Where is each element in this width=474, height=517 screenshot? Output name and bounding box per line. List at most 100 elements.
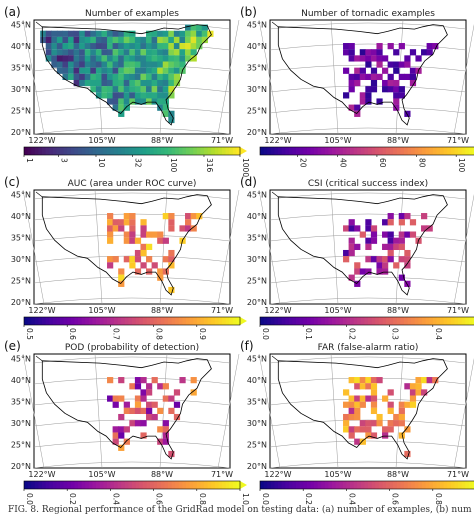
colorbar-segment <box>150 147 155 155</box>
colorbar-segment <box>292 317 297 325</box>
heatmap-cell <box>162 104 169 111</box>
longitude-gridline <box>453 24 474 135</box>
latitude-gridline <box>269 440 467 448</box>
heatmap-cell <box>95 43 103 50</box>
latitude-gridline <box>269 356 467 364</box>
heatmap-cell <box>73 67 80 74</box>
heatmap-cell <box>162 213 169 220</box>
heatmap-cell <box>365 395 372 402</box>
colorbar-segment <box>342 481 347 489</box>
heatmap-cell <box>404 231 411 238</box>
colorbar-segment <box>204 147 209 155</box>
heatmap-cell <box>129 256 136 263</box>
heatmap-cell <box>370 383 378 390</box>
heatmap-cells <box>343 43 439 117</box>
colorbar-segment <box>314 317 319 325</box>
colorbar-segment <box>232 481 237 489</box>
colorbar-tick-label: 316 <box>205 158 214 173</box>
heatmap-cell <box>370 49 378 56</box>
colorbar-segment <box>360 317 365 325</box>
colorbar-segment <box>121 481 126 489</box>
colorbar-extend-arrow <box>240 317 247 325</box>
colorbar-segment <box>418 481 423 489</box>
heatmap-cell <box>370 86 378 93</box>
colorbar-segment <box>375 147 380 155</box>
heatmap-cell <box>348 377 355 384</box>
heatmap-cell <box>95 73 103 81</box>
heatmap-cell <box>376 49 383 56</box>
heatmap-cell <box>95 86 103 93</box>
colorbar-segment <box>468 481 473 489</box>
heatmap-cell <box>387 256 394 263</box>
colorbar: 0.0 0.2 0.4 0.6 0.8 1.0 <box>23 480 250 505</box>
heatmap-cell <box>151 86 158 93</box>
colorbar-segment <box>171 147 176 155</box>
colorbar-segment <box>332 317 337 325</box>
heatmap-cell <box>90 43 97 50</box>
heatmap-cell <box>343 401 350 408</box>
lat-tick-label: 30°N <box>247 85 267 94</box>
colorbar-segment <box>425 147 430 155</box>
heatmap-cells <box>343 377 439 458</box>
colorbar-segment <box>218 317 223 325</box>
heatmap-cell <box>90 49 97 56</box>
heatmap-cell <box>134 61 142 68</box>
heatmap-cell <box>140 43 147 50</box>
heatmap-cell <box>146 86 153 93</box>
lat-tick-label: 45°N <box>11 21 31 30</box>
colorbar-segment <box>393 147 398 155</box>
heatmap-cell <box>409 73 417 81</box>
latitude-gridline <box>269 297 467 305</box>
heatmap-cell <box>179 225 186 232</box>
heatmap-cell <box>382 79 389 87</box>
heatmap-cell <box>112 79 119 87</box>
heatmap-cell <box>146 49 153 56</box>
heatmap-cell <box>107 61 114 68</box>
heatmap-cell <box>129 61 136 68</box>
colorbar-segment <box>222 147 227 155</box>
heatmap-cell <box>382 243 389 251</box>
colorbar-segment <box>328 481 333 489</box>
heatmap-cell <box>190 389 197 396</box>
colorbar-segment <box>218 481 223 489</box>
longitude-gridline <box>22 19 45 135</box>
colorbar-segment <box>24 481 29 489</box>
heatmap-cell <box>157 268 164 275</box>
heatmap-cell <box>370 407 378 415</box>
heatmap-cell <box>157 73 164 81</box>
colorbar-segment <box>335 147 340 155</box>
heatmap-cell <box>359 438 366 445</box>
heatmap-cell <box>168 116 175 124</box>
lat-tick-label: 35°N <box>11 64 31 73</box>
colorbar-tick-label: 80 <box>418 158 427 168</box>
heatmap-cell <box>387 213 394 220</box>
colorbar-segment <box>299 481 304 489</box>
colorbar-tick-label: 1000 <box>241 158 250 177</box>
heatmap-cell <box>162 73 169 81</box>
colorbar-segment <box>400 147 405 155</box>
lat-tick-label: 30°N <box>247 255 267 264</box>
latitude-gridline <box>33 297 231 305</box>
heatmap-cell <box>348 395 355 402</box>
heatmap-cell <box>359 426 366 433</box>
heatmap-cell <box>404 249 411 257</box>
colorbar-segment <box>378 317 383 325</box>
heatmap-cell <box>62 55 69 62</box>
heatmap-cell <box>404 401 411 408</box>
colorbar-segment <box>396 481 401 489</box>
heatmap-cell <box>382 86 389 93</box>
lon-tick-label: 105°W <box>324 306 351 315</box>
heatmap-cell <box>140 377 147 384</box>
heatmap-cell <box>112 219 119 226</box>
colorbar-segment <box>461 317 466 325</box>
colorbar-segment <box>139 481 144 489</box>
heatmap-cell <box>162 61 169 68</box>
heatmap-cell <box>118 73 125 81</box>
colorbar-segment <box>214 147 219 155</box>
heatmap-cell <box>387 243 394 251</box>
heatmap-cell <box>162 110 169 117</box>
heatmap-cell <box>140 49 147 56</box>
colorbar-segment <box>232 317 237 325</box>
colorbar-frame <box>259 480 474 490</box>
colorbar-tick-label: 0.0 <box>261 328 270 340</box>
